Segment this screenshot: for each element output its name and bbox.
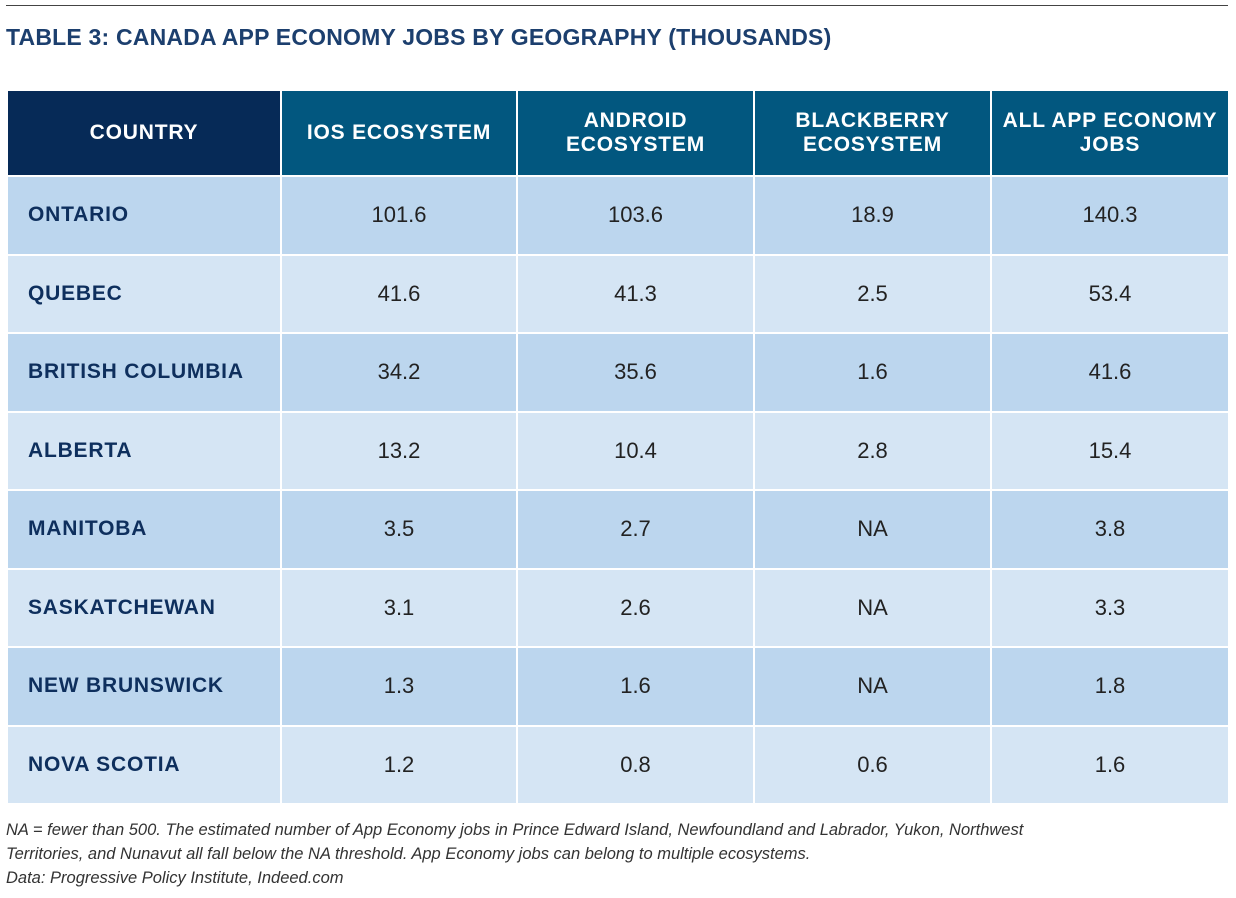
footnote-line-1: NA = fewer than 500. The estimated numbe… — [6, 821, 1024, 839]
table-row: BRITISH COLUMBIA 34.2 35.6 1.6 41.6 — [6, 332, 1230, 413]
row-label: NOVA SCOTIA — [6, 724, 282, 805]
table-row: ONTARIO 101.6 103.6 18.9 140.3 — [6, 175, 1230, 256]
value-cell: 3.5 — [280, 489, 518, 570]
value-cell: 35.6 — [516, 332, 755, 413]
value-cell: 41.6 — [990, 332, 1230, 413]
table-row: NEW BRUNSWICK 1.3 1.6 NA 1.8 — [6, 646, 1230, 727]
value-cell: 3.1 — [280, 567, 518, 648]
value-cell: 10.4 — [516, 410, 755, 491]
table-title: TABLE 3: CANADA APP ECONOMY JOBS BY GEOG… — [6, 24, 832, 50]
header-country: COUNTRY — [6, 89, 282, 177]
table-row: QUEBEC 41.6 41.3 2.5 53.4 — [6, 253, 1230, 334]
source-note: Data: Progressive Policy Institute, Inde… — [6, 869, 344, 887]
value-cell: NA — [753, 567, 992, 648]
value-cell: 0.6 — [753, 724, 992, 805]
row-label: BRITISH COLUMBIA — [6, 332, 282, 413]
value-cell: 13.2 — [280, 410, 518, 491]
header-ios: IOS ECOSYSTEM — [280, 89, 518, 177]
header-row: COUNTRY IOS ECOSYSTEM ANDROID ECOSYSTEM B… — [6, 89, 1230, 177]
value-cell: 2.8 — [753, 410, 992, 491]
table-row: NOVA SCOTIA 1.2 0.8 0.6 1.6 — [6, 724, 1230, 805]
value-cell: 34.2 — [280, 332, 518, 413]
table-row: MANITOBA 3.5 2.7 NA 3.8 — [6, 489, 1230, 570]
value-cell: 18.9 — [753, 175, 992, 256]
value-cell: 15.4 — [990, 410, 1230, 491]
value-cell: 3.3 — [990, 567, 1230, 648]
row-label: SASKATCHEWAN — [6, 567, 282, 648]
table-row: SASKATCHEWAN 3.1 2.6 NA 3.3 — [6, 567, 1230, 648]
value-cell: NA — [753, 489, 992, 570]
value-cell: 2.6 — [516, 567, 755, 648]
value-cell: 41.6 — [280, 253, 518, 334]
header-blackberry: BLACKBERRY ECOSYSTEM — [753, 89, 992, 177]
value-cell: 1.6 — [753, 332, 992, 413]
value-cell: 0.8 — [516, 724, 755, 805]
value-cell: 41.3 — [516, 253, 755, 334]
footnote: NA = fewer than 500. The estimated numbe… — [6, 818, 1228, 890]
value-cell: 2.7 — [516, 489, 755, 570]
value-cell: 1.8 — [990, 646, 1230, 727]
value-cell: 1.2 — [280, 724, 518, 805]
row-label: ONTARIO — [6, 175, 282, 256]
row-label: QUEBEC — [6, 253, 282, 334]
footnote-line-2: Territories, and Nunavut all fall below … — [6, 845, 811, 863]
header-all-jobs: ALL APP ECONOMY JOBS — [990, 89, 1230, 177]
value-cell: 103.6 — [516, 175, 755, 256]
table-body: ONTARIO 101.6 103.6 18.9 140.3 QUEBEC 41.6 41.3… — [6, 175, 1230, 805]
value-cell: 1.3 — [280, 646, 518, 727]
value-cell: NA — [753, 646, 992, 727]
row-label: NEW BRUNSWICK — [6, 646, 282, 727]
value-cell: 1.6 — [990, 724, 1230, 805]
value-cell: 1.6 — [516, 646, 755, 727]
value-cell: 140.3 — [990, 175, 1230, 256]
table-row: ALBERTA 13.2 10.4 2.8 15.4 — [6, 410, 1230, 491]
value-cell: 3.8 — [990, 489, 1230, 570]
jobs-table: COUNTRY IOS ECOSYSTEM ANDROID ECOSYSTEM B… — [6, 89, 1230, 805]
top-divider — [6, 5, 1228, 6]
table-header: COUNTRY IOS ECOSYSTEM ANDROID ECOSYSTEM B… — [6, 89, 1230, 177]
header-android: ANDROID ECOSYSTEM — [516, 89, 755, 177]
value-cell: 2.5 — [753, 253, 992, 334]
value-cell: 53.4 — [990, 253, 1230, 334]
row-label: ALBERTA — [6, 410, 282, 491]
row-label: MANITOBA — [6, 489, 282, 570]
value-cell: 101.6 — [280, 175, 518, 256]
